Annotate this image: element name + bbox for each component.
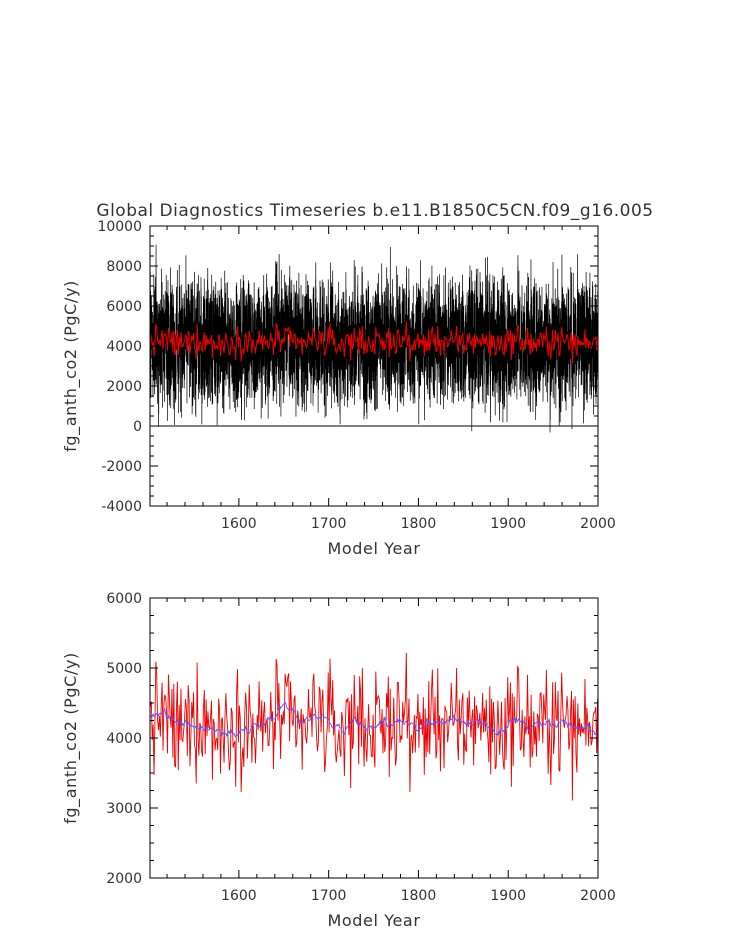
y-axis-label: fg_anth_co2 (PgC/y): [61, 280, 81, 452]
x-tick-label: 1600: [221, 516, 257, 532]
x-tick-label: 1900: [490, 516, 526, 532]
y-tick-label: 2000: [106, 871, 142, 887]
x-axis-label: Model Year: [328, 911, 421, 930]
x-tick-label: 1800: [401, 516, 437, 532]
chart-title: Global Diagnostics Timeseries b.e11.B185…: [96, 201, 653, 221]
y-tick-label: 6000: [106, 299, 142, 315]
y-tick-label: 3000: [106, 801, 142, 817]
y-tick-label: 4000: [106, 731, 142, 747]
monthly-series-line: [150, 244, 598, 433]
x-tick-label: 2000: [580, 888, 616, 904]
y-tick-label: 10000: [97, 219, 142, 235]
annual-series-line: [150, 652, 598, 861]
y-tick-label: 8000: [106, 259, 142, 275]
running-mean-line: [150, 701, 598, 738]
y-tick-label: 5000: [106, 661, 142, 677]
y-tick-label: 6000: [106, 591, 142, 607]
y-tick-label: 0: [133, 419, 142, 435]
x-tick-label: 1700: [311, 516, 347, 532]
x-tick-label: 1900: [490, 888, 526, 904]
y-tick-label: 4000: [106, 339, 142, 355]
annual-series-line: [150, 321, 598, 382]
y-axis-label: fg_anth_co2 (PgC/y): [61, 652, 81, 824]
bottom-panel: 1600 1700 1800 1900 2000 2000 3000 4000 5000 6000…: [61, 591, 616, 930]
x-tick-label: 2000: [580, 516, 616, 532]
y-tick-label: -4000: [101, 499, 142, 515]
top-panel: 1600 1700 1800 1900 2000 -4000 -2000 0 2000 4000 6…: [61, 219, 616, 558]
y-tick-label: 2000: [106, 379, 142, 395]
x-tick-label: 1600: [221, 888, 257, 904]
x-tick-label: 1700: [311, 888, 347, 904]
y-tick-label: -2000: [101, 459, 142, 475]
x-tick-label: 1800: [401, 888, 437, 904]
x-axis-label: Model Year: [328, 539, 421, 558]
